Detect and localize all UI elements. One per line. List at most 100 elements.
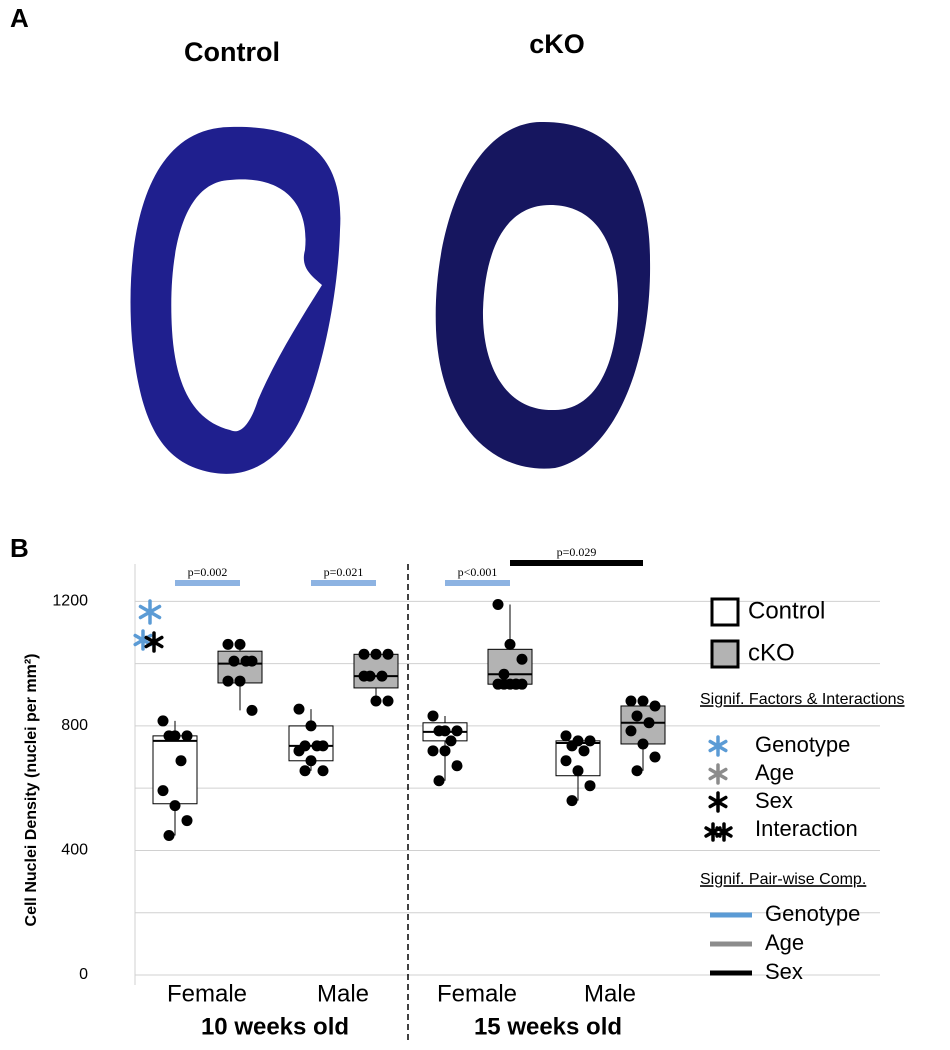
data-point: [625, 725, 637, 737]
p-value: p<0.001: [458, 565, 498, 579]
data-point: [631, 765, 643, 777]
data-point: [293, 703, 305, 715]
legend-asterisk: [715, 822, 733, 842]
legend-label: Genotype: [755, 732, 850, 757]
data-point: [433, 725, 445, 737]
legend-asterisk: [708, 735, 728, 757]
data-point: [560, 755, 572, 767]
data-point: [445, 735, 457, 747]
data-point: [560, 730, 572, 742]
data-point: [240, 655, 252, 667]
data-point: [451, 725, 463, 737]
legend-label: Age: [765, 930, 804, 955]
data-point: [498, 668, 510, 680]
p-value: p=0.029: [557, 545, 597, 559]
data-point: [637, 738, 649, 750]
legend-title: Signif. Factors & Interactions: [700, 691, 905, 708]
data-point: [376, 670, 388, 682]
legend-label: Sex: [765, 959, 803, 984]
panel-label: B: [10, 533, 29, 563]
factor-asterisk: [144, 631, 164, 653]
data-point: [382, 695, 394, 707]
y-tick-label: 0: [79, 966, 88, 983]
data-point: [181, 730, 193, 742]
data-point: [451, 760, 463, 772]
legend-label: cKO: [748, 639, 795, 666]
data-point: [584, 780, 596, 792]
group-label: 10 weeks old: [201, 1013, 349, 1040]
x-tick-label: Female: [437, 980, 517, 1007]
data-point: [317, 765, 329, 777]
data-point: [181, 815, 193, 827]
data-point: [382, 648, 394, 660]
panel-label: A: [10, 3, 29, 33]
image-title: Control: [184, 37, 280, 67]
data-point: [649, 751, 661, 763]
p-value: p=0.002: [188, 565, 228, 579]
data-point: [311, 740, 323, 752]
box: [620, 705, 666, 745]
legend-label: Genotype: [765, 901, 860, 926]
cko-section-image: [435, 121, 651, 469]
data-point: [649, 700, 661, 712]
data-point: [578, 745, 590, 757]
box: [353, 653, 399, 689]
data-point: [584, 735, 596, 747]
data-point: [643, 717, 655, 729]
legend-swatch: [710, 639, 740, 669]
data-point: [222, 638, 234, 650]
data-point: [510, 678, 522, 690]
data-point: [175, 755, 187, 767]
data-point: [234, 638, 246, 650]
data-point: [299, 765, 311, 777]
data-point: [492, 598, 504, 610]
data-point: [427, 745, 439, 757]
legend-asterisk: [708, 791, 728, 813]
legend-label: Sex: [755, 788, 793, 813]
data-point: [305, 755, 317, 767]
data-point: [504, 638, 516, 650]
legend-asterisk: [704, 822, 722, 842]
data-point: [370, 695, 382, 707]
data-point: [637, 695, 649, 707]
image-title: cKO: [529, 29, 585, 59]
legend-label: Age: [755, 760, 794, 785]
data-point: [433, 775, 445, 787]
data-point: [427, 710, 439, 722]
data-point: [566, 795, 578, 807]
x-tick-label: Male: [584, 980, 636, 1007]
data-point: [246, 704, 258, 716]
data-point: [358, 670, 370, 682]
legend-asterisk: [708, 763, 728, 785]
legend-swatch: [710, 597, 740, 627]
group-label: 15 weeks old: [474, 1013, 622, 1040]
data-point: [516, 653, 528, 665]
legend-title: Signif. Pair-wise Comp.: [700, 871, 866, 888]
data-point: [370, 648, 382, 660]
data-point: [572, 765, 584, 777]
legend-label: Control: [748, 597, 825, 624]
y-tick-label: 1200: [52, 593, 88, 610]
data-point: [157, 785, 169, 797]
data-point: [498, 678, 510, 690]
data-point: [157, 715, 169, 727]
data-point: [625, 695, 637, 707]
control-section-image: [130, 126, 341, 474]
data-point: [631, 710, 643, 722]
x-tick-label: Female: [167, 980, 247, 1007]
legend-label: Interaction: [755, 816, 858, 841]
data-point: [439, 745, 451, 757]
data-point: [566, 740, 578, 752]
data-point: [358, 648, 370, 660]
data-point: [228, 655, 240, 667]
data-point: [163, 830, 175, 842]
data-point: [163, 730, 175, 742]
data-point: [222, 675, 234, 687]
factor-asterisk: [138, 599, 162, 625]
y-tick-label: 400: [61, 842, 88, 859]
data-point: [169, 800, 181, 812]
data-point: [305, 720, 317, 732]
data-point: [234, 675, 246, 687]
y-tick-label: 800: [61, 717, 88, 734]
